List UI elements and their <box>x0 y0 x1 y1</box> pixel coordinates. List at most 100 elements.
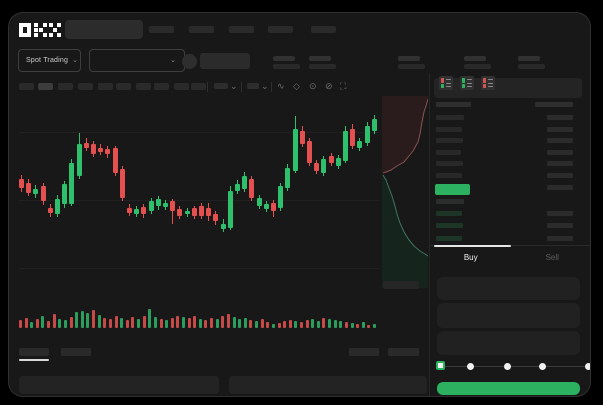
buy-submit-button[interactable] <box>437 382 580 395</box>
volume-bar <box>97 315 101 328</box>
nav-item[interactable] <box>149 26 174 33</box>
draw-tool-icon[interactable]: ◇ <box>293 81 300 91</box>
ask-price-bar[interactable] <box>436 126 462 132</box>
bottom-tab-history[interactable] <box>61 348 91 356</box>
candle-body <box>98 148 104 152</box>
timeframe-button[interactable] <box>58 83 73 90</box>
bid-price-bar[interactable] <box>436 222 463 228</box>
candle-body <box>91 143 96 154</box>
volume-bar <box>344 322 348 328</box>
amount-field[interactable] <box>437 303 580 328</box>
timeframe-button[interactable] <box>191 83 206 90</box>
fullscreen-icon[interactable]: ⛶ <box>340 81 347 91</box>
chart-style-dropdown[interactable] <box>247 83 259 89</box>
volume-bar <box>35 319 39 328</box>
toolbar-divider <box>207 82 208 92</box>
depth-chart <box>382 96 428 288</box>
volume-bar <box>198 319 202 328</box>
ask-price-bar[interactable] <box>436 138 463 143</box>
candle-body <box>335 158 341 166</box>
slider-step-dot[interactable] <box>504 363 511 370</box>
volume-bar <box>266 322 270 328</box>
tab-buy[interactable]: Buy <box>463 252 478 262</box>
timeframe-button[interactable] <box>116 83 131 90</box>
bid-price-bar[interactable] <box>436 211 462 216</box>
candle-body <box>112 148 118 174</box>
total-field[interactable] <box>437 331 580 355</box>
orders-panel-placeholder <box>19 376 219 394</box>
pair-dropdown[interactable]: ⌄ <box>89 49 185 72</box>
chevron-down-icon: ⌄ <box>72 57 78 64</box>
timeframe-button[interactable] <box>19 83 34 90</box>
ask-size-bar <box>547 115 573 120</box>
ask-price-bar[interactable] <box>436 149 461 155</box>
bid-size-bar <box>547 236 573 241</box>
volume-bar <box>19 320 22 328</box>
toolbar-divider <box>241 82 242 92</box>
timeframe-button[interactable] <box>174 83 189 90</box>
ticker-stat-label <box>309 56 331 61</box>
chevron-down-icon[interactable]: ⌄ <box>230 81 238 91</box>
volume-bar <box>260 319 264 328</box>
nav-item[interactable] <box>268 26 293 33</box>
nav-item[interactable] <box>189 26 214 33</box>
tab-sell[interactable]: Sell <box>545 252 559 262</box>
orderbook-view-combined-icon[interactable] <box>439 76 453 90</box>
candlestick-chart[interactable] <box>19 96 379 291</box>
timeframe-button[interactable] <box>154 83 169 90</box>
candle-body <box>227 190 233 228</box>
volume-bar <box>63 320 67 328</box>
hide-indicators-icon[interactable]: ⊘ <box>325 81 333 91</box>
camera-icon[interactable]: ⊙ <box>309 81 317 91</box>
timeframe-button[interactable] <box>38 83 53 90</box>
slider-step-dot[interactable] <box>585 363 590 370</box>
line-style-icon[interactable]: ∿ <box>277 81 285 91</box>
ask-size-bar <box>547 149 573 155</box>
volume-bar <box>249 320 253 328</box>
bid-price-bar[interactable] <box>436 236 462 241</box>
gridline <box>19 268 379 269</box>
amount-slider-track[interactable] <box>441 366 589 367</box>
volume-bar <box>373 324 377 328</box>
orderbook-view-bids-icon[interactable] <box>460 76 474 90</box>
bottom-tab-action-1[interactable] <box>349 348 379 356</box>
nav-item[interactable] <box>311 26 336 33</box>
volume-bar <box>271 324 275 328</box>
candle-body <box>220 223 226 229</box>
okx-logo[interactable] <box>19 22 61 38</box>
chevron-down-icon[interactable]: ⌄ <box>261 81 269 91</box>
ask-price-bar[interactable] <box>436 172 462 178</box>
ticker-stat-value <box>398 64 425 69</box>
indicator-dropdown[interactable] <box>214 83 228 89</box>
amount-slider-handle[interactable] <box>436 361 445 370</box>
bid-price-bar[interactable] <box>436 199 464 204</box>
ticker-stat-label <box>464 56 486 61</box>
candle-body <box>206 207 212 216</box>
orderbook-header-size <box>535 102 573 107</box>
search-input[interactable] <box>65 20 143 39</box>
volume-bar <box>322 318 326 328</box>
slider-step-dot[interactable] <box>467 363 474 370</box>
app-window: Spot Trading ⌄ ⌄ ⌄ ⌄ ∿ ◇ ⊙ ⊘ ⛶ <box>8 12 591 397</box>
candle-body <box>69 163 75 205</box>
timeframe-button[interactable] <box>136 83 151 90</box>
volume-bar <box>120 318 124 328</box>
ask-price-bar[interactable] <box>436 161 463 166</box>
timeframe-button[interactable] <box>78 83 93 90</box>
volume-bar <box>52 314 56 328</box>
nav-item[interactable] <box>229 26 254 33</box>
candle-body <box>350 128 356 146</box>
bottom-tab-action-2[interactable] <box>388 348 419 356</box>
volume-bar <box>339 321 343 328</box>
timeframe-button[interactable] <box>98 83 113 90</box>
price-field[interactable] <box>437 277 580 300</box>
volume-pane-control[interactable] <box>383 281 419 289</box>
ask-price-bar[interactable] <box>436 115 464 120</box>
candle-body <box>213 213 219 221</box>
volume-bar <box>86 313 90 328</box>
market-type-dropdown[interactable]: Spot Trading ⌄ <box>18 49 81 72</box>
bottom-tab-orders[interactable] <box>19 348 49 356</box>
candle-body <box>148 200 154 212</box>
orderbook-view-asks-icon[interactable] <box>481 76 495 90</box>
slider-step-dot[interactable] <box>539 363 546 370</box>
